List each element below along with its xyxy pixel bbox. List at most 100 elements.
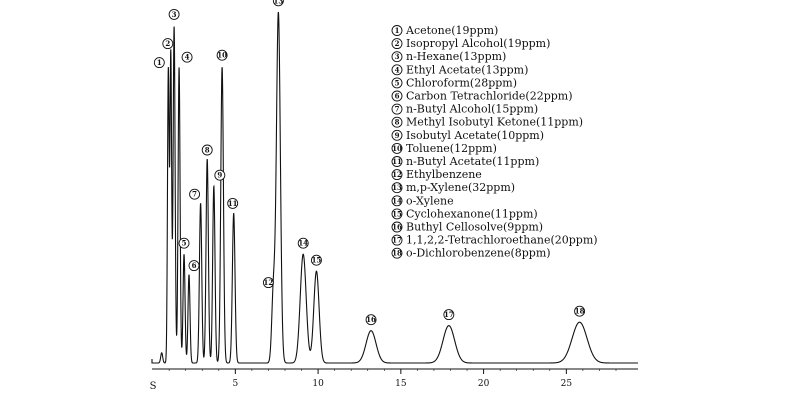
legend-marker-number: 7 (395, 105, 400, 114)
legend-label: Methyl Isobutyl Ketone(11ppm) (406, 116, 583, 129)
legend-marker-circle (391, 103, 403, 115)
legend-marker-number: 17 (392, 236, 402, 245)
legend-marker-number: 8 (395, 118, 400, 127)
peak-marker-circle (574, 305, 586, 317)
peak-marker-number: 8 (205, 146, 210, 155)
legend-marker-number: 3 (395, 52, 400, 61)
legend: 1 Acetone(19ppm) 2 Isopropyl Alcohol(19ppm)… (391, 24, 598, 260)
legend-item: 4 Ethyl Acetate(13ppm) (391, 63, 528, 76)
legend-marker-number: 9 (395, 131, 400, 140)
x-axis: 5 10 15 20 25 S (150, 368, 638, 392)
legend-marker-number: 18 (392, 249, 402, 258)
legend-marker-circle (391, 129, 403, 141)
legend-label: n-Hexane(13ppm) (406, 50, 506, 63)
legend-label: o-Dichlorobenzene(8ppm) (406, 247, 551, 260)
legend-item: 5 Chloroform(28ppm) (391, 76, 517, 89)
legend-marker-number: 6 (395, 92, 400, 101)
peak-marker-circle (214, 169, 226, 181)
legend-item: 2 Isopropyl Alcohol(19ppm) (391, 37, 550, 50)
legend-item: 16 Buthyl Cellosolve(9ppm) (391, 221, 543, 234)
legend-label: Buthyl Cellosolve(9ppm) (406, 221, 543, 234)
peak-marker-number: 11 (228, 199, 238, 208)
peak-marker-5: 5 (178, 237, 190, 249)
legend-marker-circle (391, 221, 403, 233)
legend-item: 18 o-Dichlorobenzene(8ppm) (391, 247, 551, 260)
peak-marker-2: 2 (162, 38, 174, 50)
peak-marker-10: 10 (216, 49, 228, 61)
legend-marker-number: 5 (395, 78, 400, 87)
peak-marker-number: 9 (217, 171, 222, 180)
legend-item: 11 n-Butyl Acetate(11ppm) (391, 155, 539, 168)
legend-item: 13 m,p-Xylene(32ppm) (391, 181, 515, 194)
legend-label: Ethylbenzene (406, 168, 482, 181)
legend-label: 1,1,2,2-Tetrachloroethane(20ppm) (406, 234, 598, 247)
legend-marker-number: 15 (392, 209, 402, 218)
peak-marker-13: 13 (272, 0, 284, 7)
peak-marker-number: 16 (366, 315, 376, 324)
legend-marker-number: 13 (392, 183, 402, 192)
peak-marker-17: 17 (443, 309, 455, 321)
legend-label: Carbon Tetrachloride(22ppm) (406, 90, 573, 103)
legend-marker-circle (391, 64, 403, 76)
peak-marker-number: 4 (185, 53, 190, 62)
legend-item: 6 Carbon Tetrachloride(22ppm) (391, 90, 573, 103)
legend-marker-circle (391, 195, 403, 207)
peak-marker-16: 16 (365, 314, 377, 326)
chromatogram-trace (151, 11, 638, 364)
legend-marker-number: 10 (392, 144, 402, 153)
legend-marker-number: 16 (392, 223, 402, 232)
peak-marker-number: 6 (192, 261, 197, 270)
peak-marker-6: 6 (188, 260, 200, 272)
legend-item: 10 Toluene(12ppm) (391, 142, 497, 155)
legend-marker-circle (391, 142, 403, 154)
peak-marker-circle (168, 8, 180, 20)
peak-marker-number: 10 (217, 51, 227, 60)
legend-marker-number: 12 (392, 170, 402, 179)
legend-label: o-Xylene (406, 194, 454, 207)
peak-marker-circle (272, 0, 284, 7)
legend-item: 8 Methyl Isobutyl Ketone(11ppm) (391, 116, 583, 129)
legend-item: 9 Isobutyl Acetate(10ppm) (391, 129, 544, 142)
legend-label: n-Butyl Alcohol(15ppm) (406, 103, 538, 116)
legend-label: m,p-Xylene(32ppm) (406, 181, 515, 194)
legend-label: Isopropyl Alcohol(19ppm) (406, 37, 550, 50)
peak-marker-number: 17 (444, 310, 454, 319)
legend-marker-number: 2 (395, 39, 400, 48)
peak-marker-4: 4 (181, 51, 193, 63)
legend-item: 1 Acetone(19ppm) (391, 24, 498, 37)
legend-marker-circle (391, 116, 403, 128)
x-tick-label: 5 (232, 379, 238, 389)
peak-marker-number: 13 (273, 0, 283, 5)
legend-label: Ethyl Acetate(13ppm) (406, 63, 528, 76)
legend-marker-circle (391, 25, 403, 36)
legend-item: 12 Ethylbenzene (391, 168, 482, 181)
legend-marker-number: 11 (392, 157, 402, 166)
peak-marker-circle (178, 237, 190, 249)
peak-marker-circle (443, 309, 455, 321)
legend-marker-circle (391, 90, 403, 102)
peak-marker-14: 14 (297, 237, 309, 249)
x-tick-label: 10 (312, 379, 324, 389)
peak-marker-number: 2 (165, 39, 170, 48)
peak-marker-11: 11 (227, 197, 239, 209)
legend-label: n-Butyl Acetate(11ppm) (406, 155, 539, 168)
legend-marker-circle (391, 208, 403, 220)
peak-marker-1: 1 (153, 57, 165, 69)
peak-marker-circle (310, 254, 322, 266)
peak-marker-circle (227, 197, 239, 209)
legend-marker-number: 4 (395, 65, 400, 74)
peak-marker-8: 8 (201, 144, 213, 156)
start-label: S (150, 381, 157, 392)
peak-marker-circle (297, 237, 309, 249)
x-tick-label: 20 (478, 379, 490, 389)
legend-label: Acetone(19ppm) (405, 24, 498, 37)
legend-marker-circle (391, 182, 403, 194)
legend-label: Isobutyl Acetate(10ppm) (406, 129, 544, 142)
peak-marker-number: 7 (192, 190, 197, 199)
legend-label: Toluene(12ppm) (406, 142, 497, 155)
peak-marker-circle (188, 260, 200, 272)
peak-marker-3: 3 (168, 8, 180, 20)
legend-marker-circle (391, 51, 403, 63)
